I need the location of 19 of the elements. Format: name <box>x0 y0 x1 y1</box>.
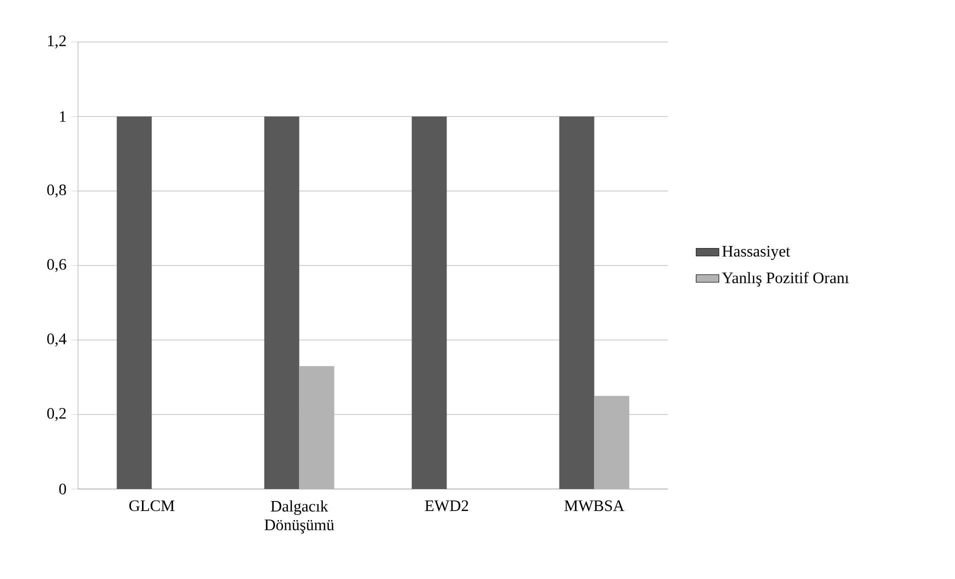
bar <box>116 116 152 489</box>
y-tick-label: 0 <box>59 484 66 494</box>
legend-label: Yanlış Pozitif Oranı <box>722 272 849 287</box>
y-tick-label: 0,8 <box>47 184 66 198</box>
y-tick-label: 0,4 <box>47 333 66 347</box>
bar <box>264 116 300 489</box>
x-tick-label: EWD2 <box>425 500 468 512</box>
bar <box>299 366 334 489</box>
y-tick-label: 0,2 <box>47 408 66 422</box>
bar <box>594 396 630 489</box>
bar <box>559 116 594 489</box>
x-tick-label: GLCM <box>129 500 174 512</box>
y-tick-label: 1,2 <box>48 35 66 49</box>
legend-label: Hassasiyet <box>722 246 790 260</box>
y-tick-label: 0,6 <box>47 258 66 272</box>
x-tick-label: Dalgacık Dönüşümü <box>264 500 334 534</box>
bar <box>412 116 447 489</box>
y-tick-label: 1 <box>60 111 66 122</box>
x-tick-label: MWBSA <box>564 500 624 512</box>
